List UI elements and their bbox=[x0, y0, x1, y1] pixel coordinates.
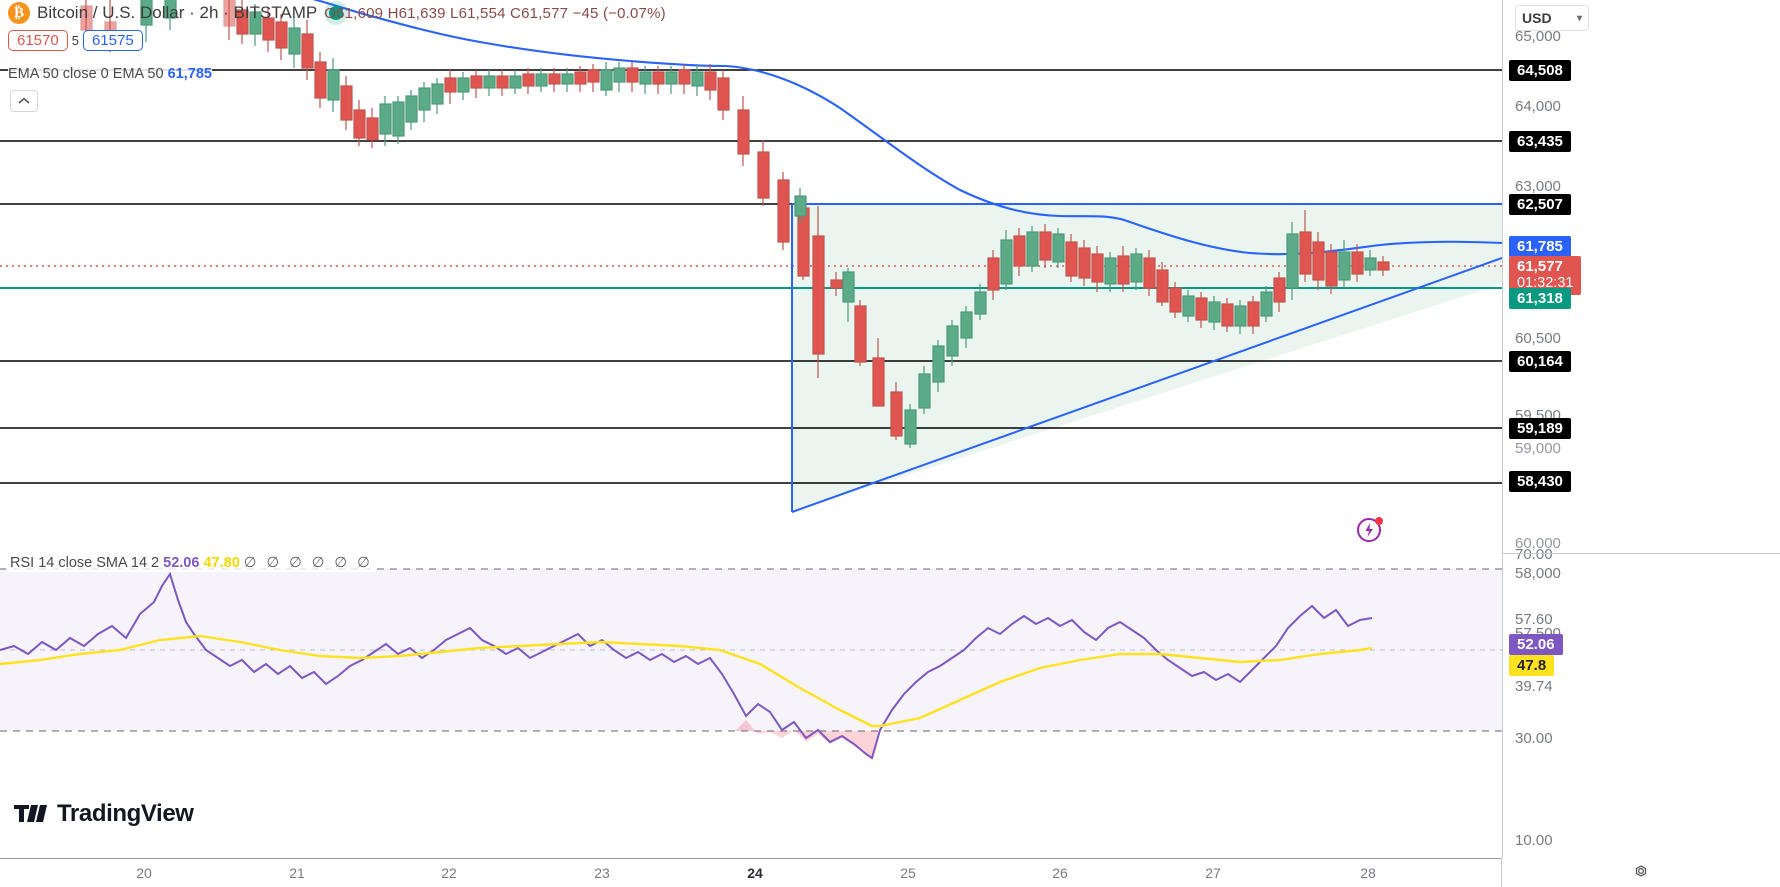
time-tick: 22 bbox=[441, 865, 457, 881]
rsi-legend-nulls: ∅ ∅ ∅ ∅ ∅ ∅ bbox=[243, 555, 373, 571]
axis-tick-59000: 59,000 bbox=[1515, 440, 1561, 457]
candlestick-series bbox=[80, 0, 1390, 448]
symbol-legend[interactable]: ₿ Bitcoin / U.S. Dollar · 2h · BITSTAMP … bbox=[8, 2, 666, 24]
rsi-oversold-fill bbox=[735, 720, 878, 760]
currency-label: USD bbox=[1522, 10, 1552, 26]
axis-pane-divider bbox=[1502, 553, 1780, 554]
ema50-line bbox=[312, 0, 1502, 256]
bitcoin-icon: ₿ bbox=[8, 2, 30, 24]
pattern-lower-trendline bbox=[791, 257, 1502, 513]
rsi-axis-tick: 70.00 bbox=[1515, 546, 1553, 563]
rsi-axis-tick: 39.74 bbox=[1515, 678, 1553, 695]
time-tick: 21 bbox=[289, 865, 305, 881]
ohlc-values: O61,609 H61,639 L61,554 C61,577 −45 (−0.… bbox=[324, 4, 666, 22]
chart-settings-button[interactable] bbox=[1501, 858, 1780, 887]
bid-price-badge[interactable]: 61,318 bbox=[1509, 288, 1571, 309]
alert-lightning-icon[interactable] bbox=[1355, 514, 1385, 549]
price-level-badge[interactable]: 63,435 bbox=[1509, 131, 1571, 152]
rsi-legend[interactable]: RSI 14 close SMA 14 2 52.06 47.80 ∅ ∅ ∅ … bbox=[6, 554, 377, 572]
rsi-sma-value-badge[interactable]: 47.8 bbox=[1509, 655, 1555, 676]
alert-low-tag[interactable]: 61570 bbox=[8, 30, 68, 51]
chevron-down-icon: ▾ bbox=[1576, 12, 1582, 24]
rsi-line bbox=[0, 571, 1373, 760]
time-tick-current: 24 bbox=[747, 865, 763, 881]
price-level-badge[interactable]: 60,164 bbox=[1509, 351, 1571, 372]
chevron-up-icon bbox=[18, 97, 30, 104]
axis-tick: 58,000 bbox=[1515, 565, 1561, 582]
alert-high-tag[interactable]: 61575 bbox=[82, 30, 143, 51]
axis-tick-60000: 60,000 bbox=[1515, 535, 1561, 552]
pattern-shading bbox=[792, 204, 1502, 512]
alert-spread-label: 5 bbox=[71, 33, 79, 48]
rsi-axis-tick: 10.00 bbox=[1515, 832, 1553, 849]
axis-tick: 63,000 bbox=[1515, 178, 1561, 195]
time-tick: 20 bbox=[136, 865, 152, 881]
price-level-badge[interactable]: 59,189 bbox=[1509, 418, 1571, 439]
rsi-axis-tick: 57.60 bbox=[1515, 611, 1553, 628]
time-tick: 27 bbox=[1205, 865, 1221, 881]
rsi-legend-value: 52.06 bbox=[163, 555, 200, 571]
page-title[interactable]: Bitcoin / U.S. Dollar · 2h · BITSTAMP bbox=[37, 3, 318, 22]
ema-legend[interactable]: EMA 50 close 0 EMA 50 61,785 bbox=[8, 66, 212, 82]
rsi-value-badge[interactable]: 52.06 bbox=[1509, 634, 1563, 655]
bar-countdown: 01:32:31 bbox=[1517, 275, 1574, 292]
price-axis[interactable]: USD ▾ 65,000 64,000 63,000 62,000 60,500… bbox=[1502, 0, 1780, 858]
rsi-indicator-pane[interactable]: RSI 14 close SMA 14 2 52.06 47.80 ∅ ∅ ∅ … bbox=[0, 554, 1502, 858]
rsi-sma-legend-value: 47.80 bbox=[203, 555, 240, 571]
price-level-badge[interactable]: 58,430 bbox=[1509, 471, 1571, 492]
ema-price-badge[interactable]: 61,785 bbox=[1509, 236, 1571, 257]
rsi-sma-line bbox=[0, 634, 1373, 728]
rsi-chart-canvas bbox=[0, 568, 1502, 760]
gear-icon bbox=[1635, 864, 1647, 877]
price-chart-pane[interactable]: ₿ Bitcoin / U.S. Dollar · 2h · BITSTAMP … bbox=[0, 0, 1502, 553]
time-tick: 25 bbox=[900, 865, 916, 881]
price-chart-canvas bbox=[0, 0, 1502, 513]
time-tick: 23 bbox=[594, 865, 610, 881]
tradingview-wordmark: TradingView bbox=[57, 800, 194, 827]
ema-legend-value: 61,785 bbox=[167, 66, 212, 82]
time-tick: 26 bbox=[1052, 865, 1068, 881]
tradingview-logo-icon bbox=[14, 805, 47, 822]
axis-tick: 65,000 bbox=[1515, 28, 1561, 45]
price-alert-tags[interactable]: 61570 5 61575 bbox=[8, 30, 143, 51]
currency-selector[interactable]: USD ▾ bbox=[1515, 5, 1589, 31]
tradingview-watermark: TradingView bbox=[14, 800, 194, 828]
price-level-badge[interactable]: 62,507 bbox=[1509, 194, 1571, 215]
price-level-lines bbox=[0, 69, 1502, 484]
axis-tick: 64,000 bbox=[1515, 98, 1561, 115]
time-tick: 28 bbox=[1360, 865, 1376, 881]
rsi-axis-tick: 30.00 bbox=[1515, 730, 1553, 747]
axis-tick: 60,500 bbox=[1515, 330, 1561, 347]
price-level-badge[interactable]: 64,508 bbox=[1509, 60, 1571, 81]
last-price-value: 61,577 bbox=[1517, 258, 1563, 275]
collapse-pane-button[interactable] bbox=[10, 90, 38, 112]
ema-legend-label: EMA 50 close 0 EMA 50 bbox=[8, 66, 164, 82]
time-axis[interactable]: 20 21 22 23 24 25 26 27 28 bbox=[0, 858, 1780, 887]
rsi-legend-label: RSI 14 close SMA 14 2 bbox=[10, 555, 160, 571]
